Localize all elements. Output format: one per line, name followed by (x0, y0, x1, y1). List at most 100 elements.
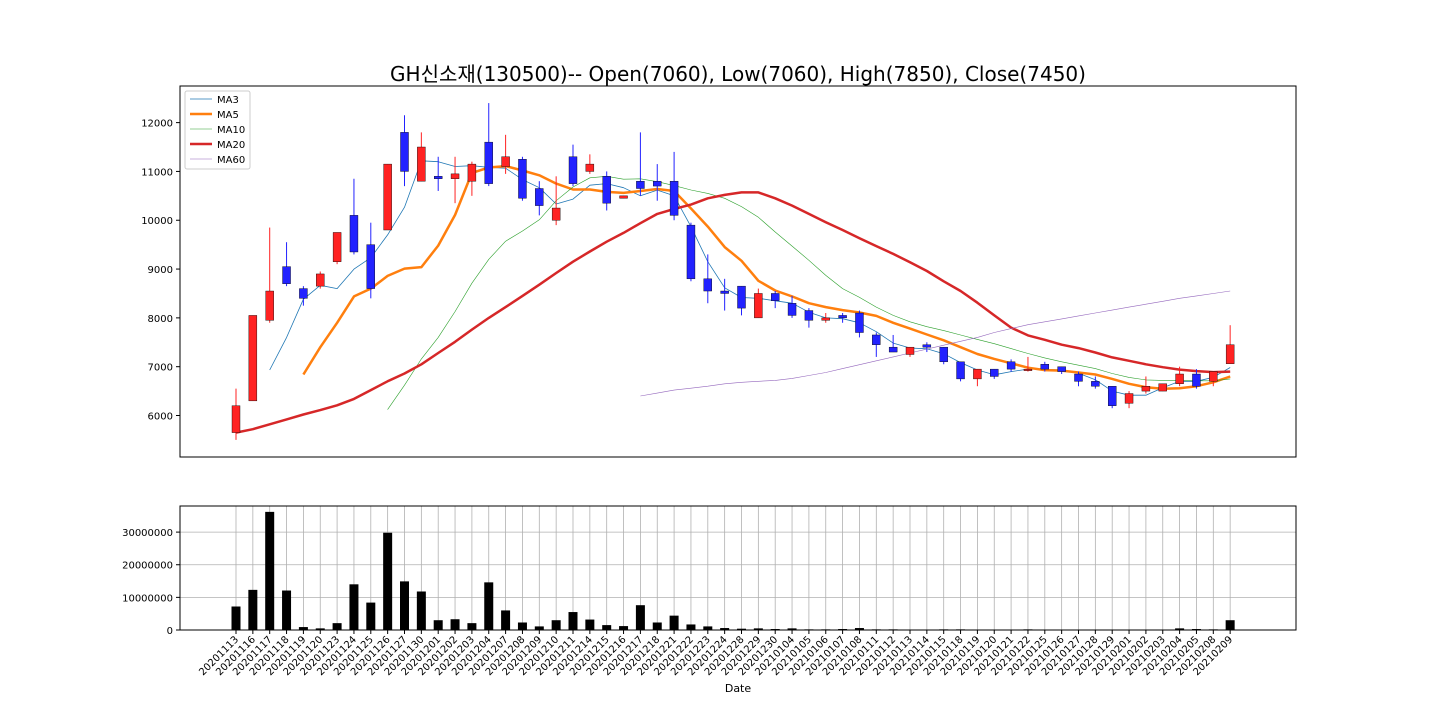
volume-bar (467, 623, 477, 630)
volume-y-tick-label: 20000000 (122, 561, 173, 572)
volume-bar (315, 628, 325, 630)
volume-bar (568, 612, 578, 630)
candle-body (973, 368, 982, 380)
legend: MA3 MA5 MA10 MA20 MA60 (184, 90, 251, 170)
price-y-axis: 6000 7000 8000 9000 10000 11000 12000 (141, 119, 180, 423)
candle-body (771, 293, 780, 301)
ma-line-ma5 (302, 164, 1231, 390)
candle-body (1175, 373, 1184, 384)
candle-body (383, 163, 392, 231)
volume-bar (450, 619, 460, 630)
x-axis-label: Date (725, 682, 752, 695)
volume-bar (602, 625, 612, 630)
candle-body (450, 173, 460, 179)
volume-bar (686, 624, 696, 630)
volume-bar (298, 627, 308, 630)
price-y-tick-label: 11000 (141, 167, 173, 178)
candle-body (922, 344, 932, 348)
volume-bars (231, 511, 1235, 631)
candle-body (905, 346, 915, 355)
candle-body (636, 180, 645, 189)
price-y-tick-label: 8000 (148, 314, 173, 325)
legend-label: MA60 (217, 155, 245, 166)
ma-line-ma10 (387, 176, 1231, 410)
candle-body (619, 195, 628, 199)
candle-body (703, 278, 712, 292)
volume-bar (416, 591, 426, 630)
volume-bar (1175, 628, 1185, 630)
candle-body (1006, 361, 1016, 370)
legend-label: MA5 (217, 110, 239, 121)
candle-body (1158, 383, 1167, 392)
volume-bar (383, 532, 393, 630)
volume-y-tick-label: 0 (167, 626, 173, 637)
volume-plot-border (179, 505, 1297, 631)
price-y-tick-label: 9000 (148, 265, 173, 276)
candle-body (265, 290, 274, 321)
candle-body (1141, 386, 1151, 392)
legend-box (184, 90, 251, 170)
volume-bar (669, 615, 679, 630)
candle-body (737, 285, 746, 309)
volume-bar (619, 626, 629, 630)
candle-body (669, 180, 679, 216)
legend-label: MA20 (217, 140, 245, 151)
volume-y-tick-label: 10000000 (122, 593, 173, 604)
volume-plot-frame (180, 506, 1296, 630)
candle-body (332, 232, 342, 262)
price-y-tick-label: 12000 (141, 119, 173, 130)
candle-body (653, 180, 662, 187)
date-x-axis: 2020111320201116202011172020111820201119… (197, 630, 1235, 678)
legend-label: MA3 (217, 95, 239, 106)
volume-y-tick-label: 30000000 (122, 528, 173, 539)
candlesticks (231, 103, 1235, 440)
candle-body (1107, 386, 1117, 406)
ma-line-ma20 (235, 191, 1231, 434)
candle-body (1225, 344, 1235, 364)
candle-body (1040, 364, 1050, 370)
candle-body (1074, 373, 1083, 382)
candle-body (754, 293, 763, 319)
candle-body (939, 346, 948, 363)
legend-label: MA10 (217, 125, 245, 136)
price-y-tick-label: 10000 (141, 216, 173, 227)
candle-body (787, 303, 797, 316)
candle-body (434, 176, 443, 179)
candle-body (316, 273, 325, 287)
candle-body (551, 207, 561, 221)
volume-bar (349, 584, 359, 630)
candle-body (1124, 393, 1134, 404)
volume-bar (652, 622, 662, 630)
volume-bar (433, 620, 443, 630)
volume-bar (1225, 620, 1235, 630)
volume-bar (635, 605, 645, 630)
candle-body (231, 405, 241, 433)
candle-body (956, 361, 965, 380)
candle-body (855, 312, 864, 333)
volume-bar (332, 623, 342, 630)
candle-body (821, 317, 830, 321)
volume-bar (737, 628, 746, 630)
volume-bar (265, 511, 275, 630)
candle-body (518, 159, 527, 199)
candle-body (282, 266, 291, 284)
volume-bar (484, 582, 494, 630)
volume-bar (787, 628, 797, 630)
candle-body (1091, 381, 1100, 387)
volume-bar (366, 602, 376, 630)
price-y-tick-label: 7000 (148, 363, 173, 374)
candle-body (872, 334, 881, 345)
volume-bar (551, 620, 561, 630)
candle-body (602, 176, 611, 204)
candle-body (1023, 368, 1033, 371)
candle-body (400, 132, 409, 172)
candle-body (1209, 371, 1218, 382)
volume-bar (534, 626, 544, 630)
candle-body (720, 290, 729, 294)
candle-body (467, 163, 477, 182)
candle-body (417, 146, 426, 182)
candle-body (535, 188, 544, 206)
volume-bar (720, 628, 730, 630)
volume-panel: 0 10000000 20000000 30000000 20201113202011… (122, 505, 1297, 678)
